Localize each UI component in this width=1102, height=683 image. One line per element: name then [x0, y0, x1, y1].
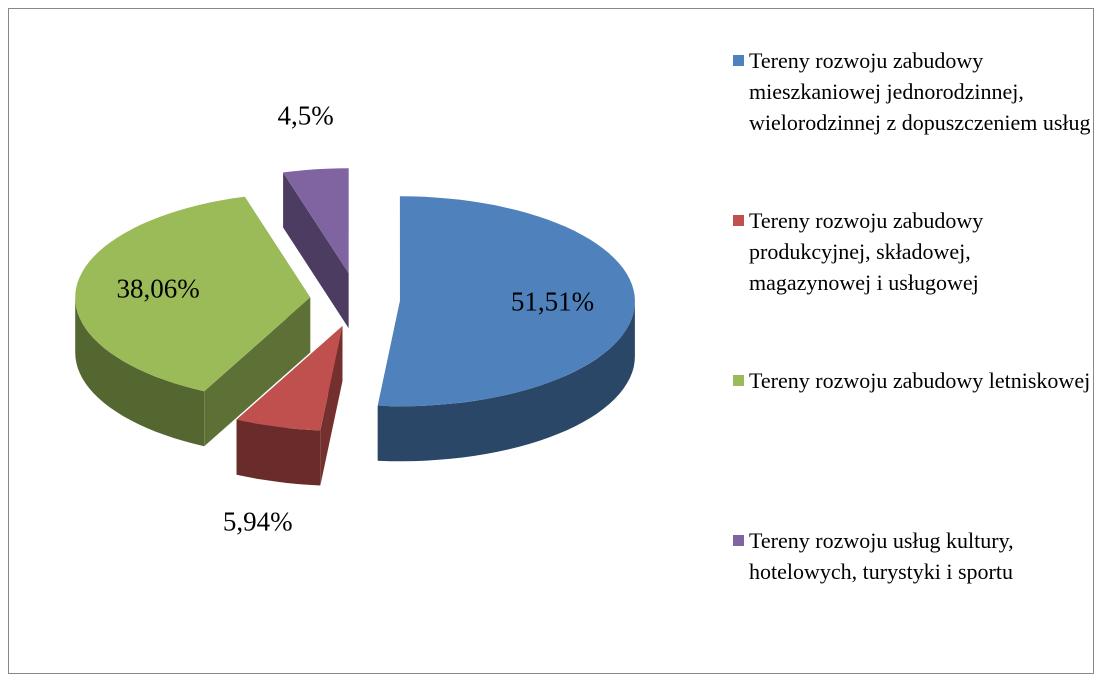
slice [283, 168, 349, 274]
slice-face [283, 172, 349, 329]
slice [377, 196, 635, 462]
slice [236, 325, 343, 431]
slice [283, 168, 349, 329]
legend-label: Tereny rozwoju zabudowy produkcyjnej, sk… [749, 208, 984, 295]
slice-side [75, 297, 205, 447]
legend: Tereny rozwoju zabudowy mieszkaniowej je… [733, 45, 1093, 683]
data-label: 51,51% [511, 287, 594, 317]
slice-side [236, 419, 321, 486]
slice [377, 196, 635, 407]
slice [75, 196, 311, 392]
legend-item: Tereny rozwoju zabudowy mieszkaniowej je… [733, 45, 1093, 205]
legend-swatch [733, 55, 744, 66]
slice-side [377, 301, 635, 462]
data-label: 5,94% [223, 506, 293, 536]
legend-item: Tereny rozwoju zabudowy produkcyjnej, sk… [733, 205, 1093, 365]
legend-swatch [733, 375, 744, 386]
legend-swatch [733, 215, 744, 226]
legend-item: Tereny rozwoju zabudowy letniskowej [733, 365, 1093, 525]
legend-label: Tereny rozwoju zabudowy letniskowej [749, 368, 1091, 393]
slice [236, 325, 343, 486]
slice-face [204, 297, 311, 447]
data-label: 38,06% [116, 273, 199, 303]
legend-swatch [733, 535, 744, 546]
slice [75, 196, 311, 447]
legend-label: Tereny rozwoju usług kultury, hotelowych… [749, 528, 1014, 584]
legend-item: Tereny rozwoju usług kultury, hotelowych… [733, 525, 1093, 683]
legend-label: Tereny rozwoju zabudowy mieszkaniowej je… [749, 48, 1091, 135]
data-label: 4,5% [277, 100, 333, 130]
chart-frame [8, 8, 1094, 674]
